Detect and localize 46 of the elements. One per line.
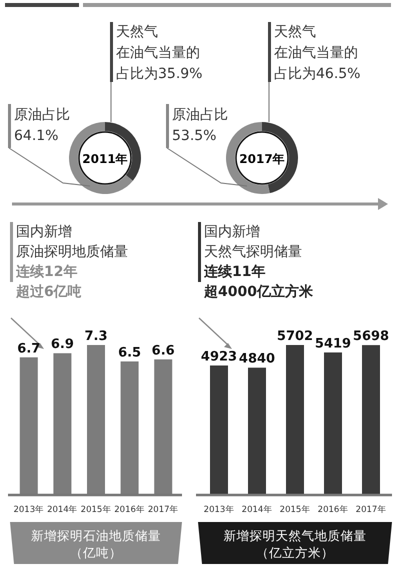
text: 连续11年: [203, 264, 266, 280]
x-tick-label: 2016年: [318, 504, 348, 515]
data-label: 4923: [200, 349, 238, 364]
bar: [324, 352, 342, 495]
data-label: 4840: [238, 352, 276, 367]
chart-subtitle: 天然气探明储量: [204, 244, 302, 260]
x-tick-label: 2013年: [204, 504, 234, 515]
bar: [286, 345, 304, 495]
data-label: 6.5: [118, 345, 142, 360]
slice-label: 天然气: [274, 24, 316, 40]
bar: [210, 365, 228, 495]
x-tick-label: 2014年: [242, 504, 272, 515]
data-label: 53.5%: [172, 128, 216, 144]
text: 2017年: [239, 152, 285, 166]
text: 连续12年: [15, 264, 78, 280]
text: 超过6亿吨: [15, 284, 82, 300]
x-tick-label: 2017年: [148, 504, 179, 515]
data-label: 7.3: [84, 329, 108, 344]
text: 超4000亿立方米: [203, 283, 314, 300]
bar: [362, 345, 380, 495]
bar: [248, 368, 266, 495]
data-label: 5419: [314, 336, 352, 352]
data-label: 6.7: [17, 341, 40, 356]
x-tick-label: 2014年: [47, 504, 78, 515]
x-axis-title: 新增探明石油地质储量（亿吨）: [31, 528, 161, 560]
data-label: 5702: [276, 329, 314, 344]
text: 2011年: [82, 152, 128, 166]
chart-subtitle: 原油探明地质储量: [16, 244, 128, 260]
slice-label: 原油占比: [172, 107, 228, 123]
chart-title: 国内新增: [16, 224, 72, 240]
data-label: 6.6: [152, 343, 175, 358]
chart-title: 国内新增: [204, 224, 260, 240]
data-label: 在油气当量的占比为46.5%: [274, 45, 360, 82]
data-label: 在油气当量的占比为35.9%: [116, 45, 202, 82]
data-label: 6.9: [50, 337, 74, 352]
x-tick-label: 2017年: [356, 504, 386, 515]
x-tick-label: 2016年: [114, 504, 145, 515]
data-label: 5698: [352, 329, 390, 344]
x-tick-label: 2013年: [13, 504, 44, 515]
x-tick-label: 2015年: [80, 504, 112, 515]
slice-label: 天然气: [116, 24, 158, 40]
x-tick-label: 2015年: [280, 504, 310, 515]
donut-slice: [69, 122, 133, 194]
slice-label: 原油占比: [14, 107, 70, 123]
x-axis-title: 新增探明天然气地质储量（亿立方米）: [224, 528, 366, 560]
data-label: 64.1%: [14, 128, 58, 144]
